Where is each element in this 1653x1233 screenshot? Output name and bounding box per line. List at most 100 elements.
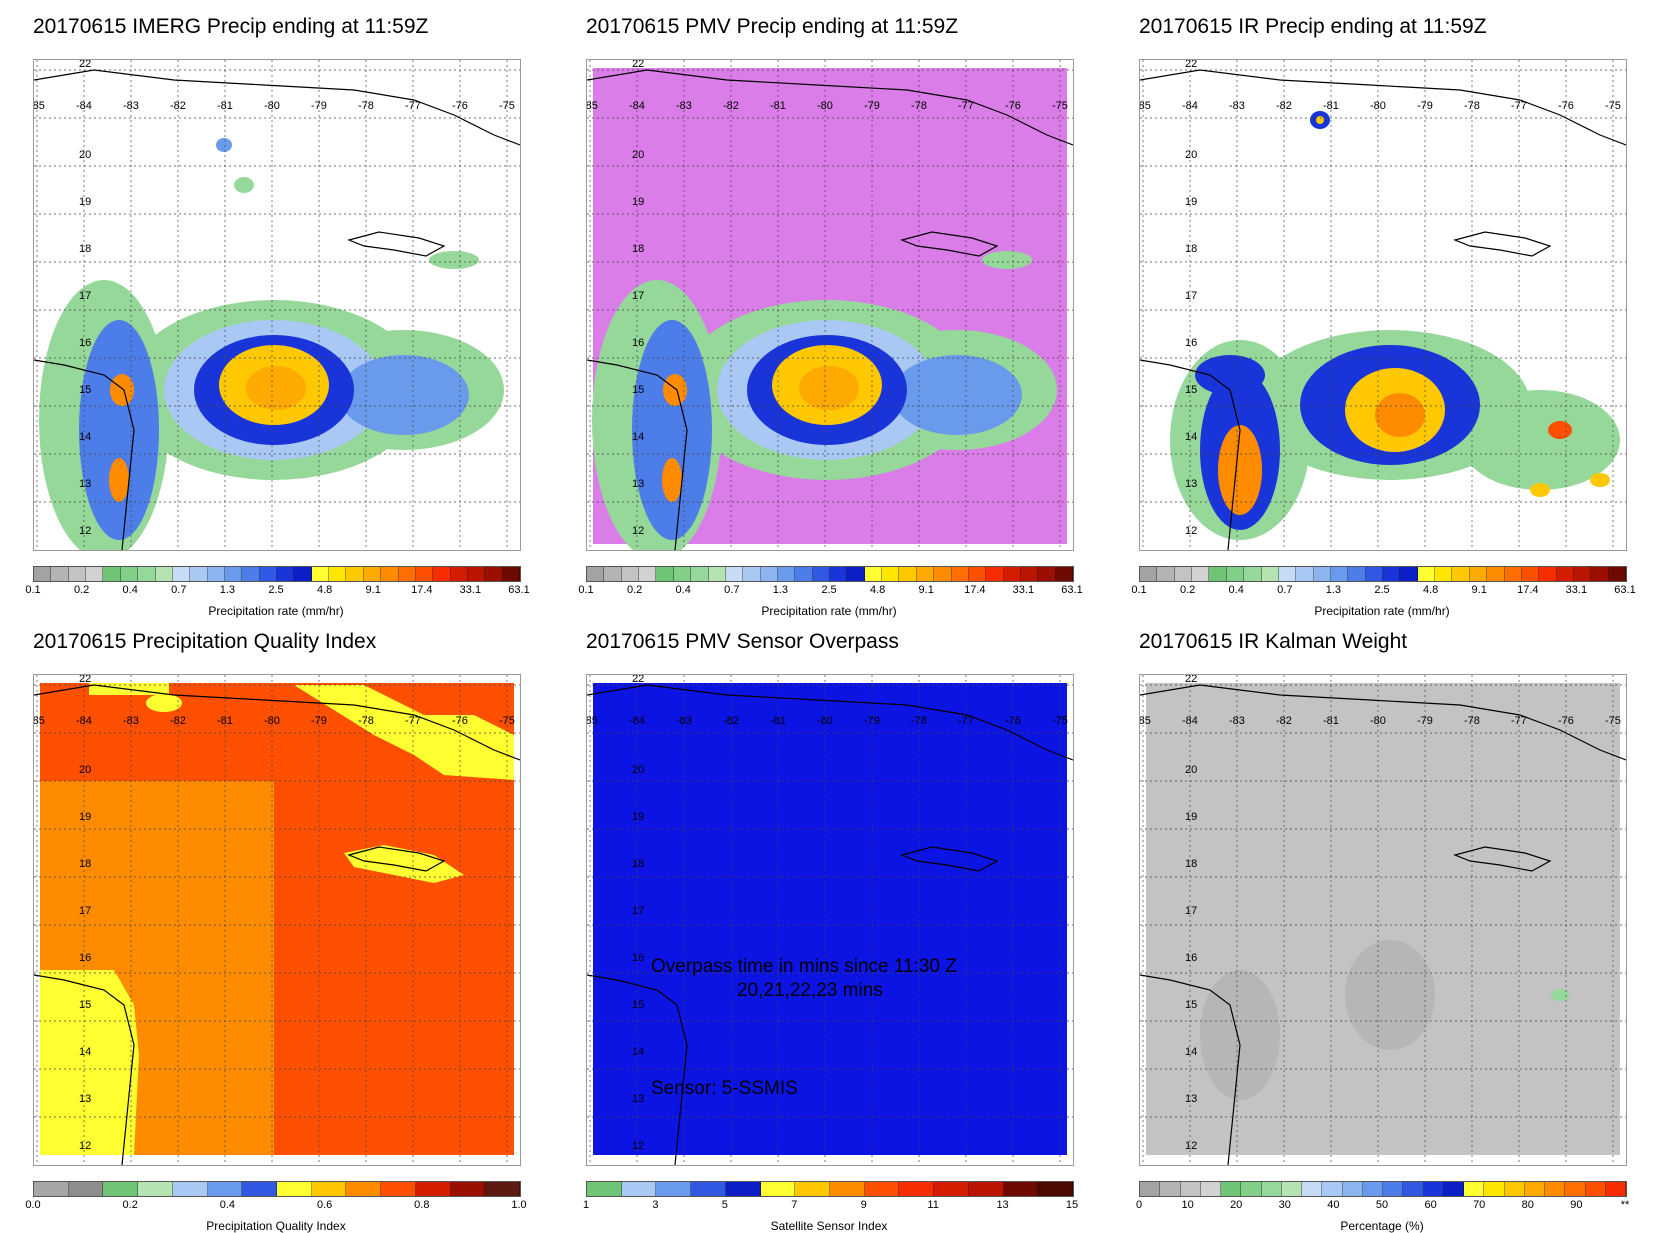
colorbar-swatch xyxy=(1140,567,1158,581)
colorbar-tick-label: 1.3 xyxy=(219,584,236,596)
colorbar-swatch xyxy=(691,567,709,581)
overpass-time-text: Overpass time in mins since 11:30 Z xyxy=(651,956,957,977)
colorbar-swatch xyxy=(277,567,295,581)
colorbar-swatch xyxy=(34,1182,69,1196)
colorbar-swatch xyxy=(34,567,52,581)
panel-title: 20170615 PMV Sensor Overpass xyxy=(586,630,899,653)
lon-label: -83 xyxy=(1229,100,1245,112)
colorbar-swatch xyxy=(207,1182,243,1196)
colorbar-tick-label: 13 xyxy=(996,1199,1009,1211)
colorbar-swatch xyxy=(777,567,796,581)
sensor-name-text: Sensor: 5-SSMIS xyxy=(651,1078,798,1099)
lon-label: -75 xyxy=(1052,100,1068,112)
sensor-field xyxy=(593,683,1067,1155)
colorbar-label: Precipitation rate (mm/hr) xyxy=(1314,604,1450,618)
coastline-grid xyxy=(1140,675,1626,1165)
colorbar-tick-label: 0.8 xyxy=(414,1199,430,1211)
colorbar-swatch xyxy=(86,567,104,581)
lat-label: 20 xyxy=(632,764,645,776)
colorbar-tick-label: 0.7 xyxy=(1277,584,1293,596)
lat-label: 15 xyxy=(79,384,92,396)
colorbar-swatch xyxy=(1605,1182,1626,1196)
colorbar-tick-label: 11 xyxy=(927,1199,939,1211)
colorbar-swatch xyxy=(587,1182,622,1196)
lon-label: -80 xyxy=(264,100,280,112)
colorbar-label: Precipitation rate (mm/hr) xyxy=(208,604,344,618)
lat-label: 16 xyxy=(1185,952,1198,964)
lat-label: 22 xyxy=(1185,674,1198,685)
colorbar-tick-label: 0.7 xyxy=(171,584,187,596)
lon-label: -83 xyxy=(676,100,692,112)
colorbar-swatch xyxy=(1342,1182,1363,1196)
colorbar-swatch xyxy=(381,1182,416,1196)
colorbar-swatch xyxy=(1221,1182,1242,1196)
colorbar-swatch xyxy=(311,1182,347,1196)
colorbar-swatch xyxy=(207,567,225,581)
colorbar-swatch xyxy=(1591,567,1609,581)
colorbar-swatch xyxy=(1038,567,1056,581)
lat-label: 12 xyxy=(1185,1140,1198,1152)
colorbar-swatch xyxy=(1157,567,1175,581)
panel-ir: 20170615 IR Precip ending at 11:59Z xyxy=(1131,15,1653,618)
colorbar-swatch xyxy=(502,567,521,581)
colorbar-swatch xyxy=(621,1182,657,1196)
lat-label: 13 xyxy=(79,478,92,490)
weight-field xyxy=(1146,683,1620,1155)
colorbar-swatch xyxy=(864,567,883,581)
lat-label: 19 xyxy=(632,196,645,208)
colorbar-tick-label: 4.8 xyxy=(869,584,886,596)
colorbar-swatch xyxy=(138,1182,173,1196)
colorbar-swatch xyxy=(155,567,173,581)
colorbar-swatch xyxy=(968,567,987,581)
colorbar-tick-label: 63.1 xyxy=(1061,584,1083,596)
colorbar xyxy=(586,566,1074,582)
map-pqi: 22 20 19 18 17 16 15 14 13 12 -85 -84 -83 -82 -81 -80 -7… xyxy=(33,674,521,1166)
colorbar-swatch xyxy=(795,1182,831,1196)
colorbar-tick-label: 0.2 xyxy=(122,1199,138,1211)
colorbar-swatch xyxy=(346,567,364,581)
colorbar-swatch xyxy=(1504,1182,1525,1196)
colorbar-swatch xyxy=(433,567,451,581)
lat-label: 12 xyxy=(79,1140,92,1152)
quality-field xyxy=(40,683,514,1155)
colorbar-tick-label: 0 xyxy=(1135,1199,1143,1211)
colorbar-swatch xyxy=(1261,567,1279,581)
colorbar-tick-label: 0.2 xyxy=(1179,584,1196,596)
panel-title: 20170615 PMV Precip ending at 11:59Z xyxy=(586,15,959,38)
colorbar xyxy=(586,1181,1074,1197)
colorbar-swatch xyxy=(1160,1182,1181,1196)
colorbar-swatch xyxy=(587,567,605,581)
colorbar-swatch xyxy=(415,567,434,581)
colorbar-tick-label: 30 xyxy=(1278,1199,1291,1211)
colorbar-tick-label: 0.4 xyxy=(122,584,138,596)
colorbar-tick-label: 0.1 xyxy=(25,584,41,596)
colorbar-tick-label: 4.8 xyxy=(1422,584,1439,596)
lon-label: -85 xyxy=(1139,715,1151,727)
lon-label: -79 xyxy=(1417,100,1433,112)
lat-label: 19 xyxy=(632,811,645,823)
colorbar-tick-label: 70 xyxy=(1473,1199,1486,1211)
colorbar-swatch xyxy=(1192,567,1210,581)
colorbar-swatch xyxy=(329,567,347,581)
lon-label: -80 xyxy=(1370,715,1386,727)
lon-label: -78 xyxy=(1464,715,1480,727)
colorbar-tick-label: 4.8 xyxy=(316,584,333,596)
colorbar-swatch xyxy=(1452,567,1470,581)
lat-label: 20 xyxy=(1185,764,1198,776)
lat-label: 13 xyxy=(632,1093,645,1105)
colorbar-tick-label: 2.5 xyxy=(821,584,837,596)
lon-label: -77 xyxy=(405,100,421,112)
lat-label: 16 xyxy=(632,337,645,349)
colorbar-swatch xyxy=(1348,567,1366,581)
colorbar-swatch xyxy=(1403,1182,1424,1196)
colorbar-tick-label: 15 xyxy=(1065,1199,1079,1211)
lon-label: -76 xyxy=(1005,100,1021,112)
lon-label: -85 xyxy=(33,100,45,112)
lat-label: 22 xyxy=(1185,59,1198,70)
colorbar-swatch xyxy=(1400,567,1418,581)
lon-label: -77 xyxy=(1511,715,1527,727)
colorbar-swatch xyxy=(1302,1182,1323,1196)
colorbar-swatch xyxy=(1585,1182,1606,1196)
lon-label: -83 xyxy=(123,100,139,112)
colorbar-swatch xyxy=(1003,1182,1039,1196)
